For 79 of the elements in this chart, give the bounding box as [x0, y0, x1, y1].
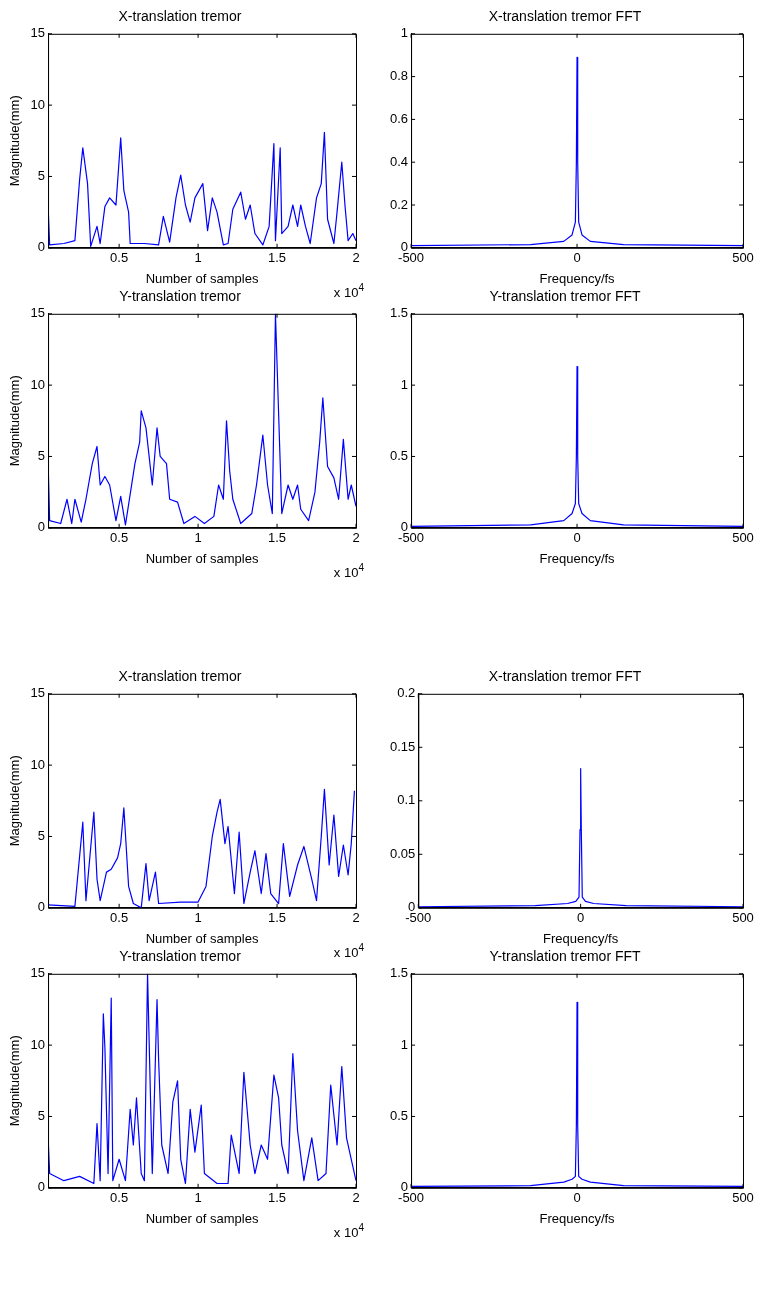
y-tick-label: 1.5 [389, 965, 409, 981]
x-tick-label: 2 [352, 530, 360, 546]
x-tick-label: 2 [352, 910, 360, 926]
x-axis-title: Number of samples [145, 270, 259, 286]
chart-title: X-translation tremor FFT [488, 668, 642, 685]
y-axis-title: Magnitude(mm) [7, 375, 23, 467]
x-tick-label: 0.5 [110, 1190, 129, 1206]
x-tick-label: 1.5 [268, 250, 287, 266]
x-tick-label: 500 [732, 530, 754, 546]
y-axis-title: Magnitude(mm) [7, 95, 23, 187]
y-tick-label: 5 [37, 828, 46, 844]
x-tick-label: -500 [398, 1190, 425, 1206]
y-tick-label: 0.4 [389, 153, 409, 169]
y-axis-title: Magnitude(mm) [7, 755, 23, 847]
x-tick-label: 1 [194, 910, 202, 926]
y-tick-label: 0.05 [389, 845, 416, 861]
y-tick-label: 0 [37, 899, 46, 915]
x-tick-label: 1 [194, 530, 202, 546]
y-tick-label: 15 [30, 305, 46, 321]
y-tick-label: 1.5 [389, 305, 409, 321]
y-tick-label: 15 [30, 965, 46, 981]
x-tick-label: 500 [732, 250, 754, 266]
y-tick-label: 10 [30, 96, 46, 112]
x-tick-label: 0 [577, 910, 585, 926]
x-axis-title: Frequency/fs [539, 270, 616, 286]
y-tick-label: 1 [400, 25, 409, 41]
x-tick-label: 1 [194, 1190, 202, 1206]
chart-title: Y-translation tremor FFT [489, 948, 642, 965]
y-tick-label: 1 [400, 376, 409, 392]
y-tick-label: 5 [37, 1108, 46, 1124]
x-tick-label: -500 [398, 530, 425, 546]
chart-title: X-translation tremor FFT [488, 8, 642, 25]
x-tick-label: 0.5 [110, 910, 129, 926]
y-tick-label: 0.6 [389, 110, 409, 126]
chart-title: X-translation tremor [118, 8, 242, 25]
y-tick-label: 1 [400, 1036, 409, 1052]
x-tick-label: 1.5 [268, 1190, 287, 1206]
chart-title: Y-translation tremor [119, 288, 242, 305]
y-tick-label: 0.2 [389, 196, 409, 212]
x-tick-label: 0 [573, 530, 581, 546]
chart-title: X-translation tremor [118, 668, 242, 685]
x-tick-label: 0 [573, 250, 581, 266]
x-axis-title: Frequency/fs [539, 1210, 616, 1226]
y-tick-label: 5 [37, 168, 46, 184]
x-axis-title: Frequency/fs [539, 550, 616, 566]
x-tick-label: 2 [352, 1190, 360, 1206]
x-tick-label: 0.5 [110, 530, 129, 546]
x-axis-title: Number of samples [145, 930, 259, 946]
x-tick-label: -500 [405, 910, 432, 926]
chart-title: Y-translation tremor [119, 948, 242, 965]
x-tick-label: 1.5 [268, 910, 287, 926]
x-axis-title: Frequency/fs [543, 930, 619, 946]
x-tick-label: 500 [732, 1190, 754, 1206]
x-axis-title: Number of samples [145, 1210, 259, 1226]
x-tick-label: 2 [352, 250, 360, 266]
y-tick-label: 0.15 [389, 738, 416, 754]
y-tick-label: 10 [30, 1036, 46, 1052]
y-tick-label: 10 [30, 376, 46, 392]
y-tick-label: 10 [30, 756, 46, 772]
y-tick-label: 0 [37, 239, 46, 255]
y-tick-label: 0 [37, 1179, 46, 1195]
y-tick-label: 5 [37, 448, 46, 464]
y-tick-label: 0 [37, 519, 46, 535]
y-tick-label: 0.8 [389, 68, 409, 84]
x-tick-label: 1 [194, 250, 202, 266]
y-axis-title: Magnitude(mm) [7, 1035, 23, 1127]
x-tick-label: 0.5 [110, 250, 129, 266]
y-tick-label: 0.1 [397, 792, 416, 808]
x-tick-label: -500 [398, 250, 425, 266]
chart-title: Y-translation tremor FFT [489, 288, 642, 305]
x-axis-title: Number of samples [145, 550, 259, 566]
y-tick-label: 15 [30, 25, 46, 41]
y-tick-label: 0.2 [397, 685, 416, 701]
x-tick-label: 1.5 [268, 530, 287, 546]
x-tick-label: 500 [732, 910, 754, 926]
y-tick-label: 15 [30, 685, 46, 701]
y-tick-label: 0.5 [389, 448, 409, 464]
y-tick-label: 0.5 [389, 1108, 409, 1124]
x-tick-label: 0 [573, 1190, 581, 1206]
